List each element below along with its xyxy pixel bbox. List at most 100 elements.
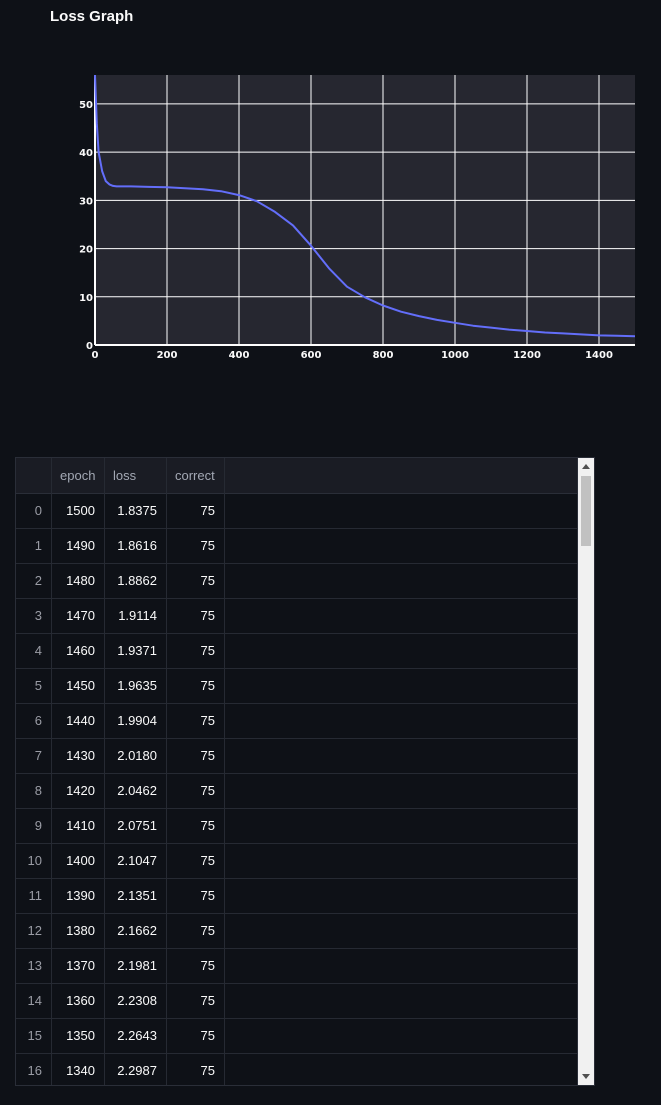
row-index[interactable]: 10 <box>16 843 52 878</box>
cell-epoch[interactable]: 1380 <box>52 913 105 948</box>
table-row[interactable]: 1 1490 1.8616 75 <box>16 528 577 564</box>
table-row[interactable]: 2 1480 1.8862 75 <box>16 563 577 599</box>
table-row[interactable]: 11 1390 2.1351 75 <box>16 878 577 914</box>
cell-epoch[interactable]: 1430 <box>52 738 105 773</box>
loss-chart[interactable]: 0 200 400 600 800 1000 1200 1400 0 10 20 30 40 50 <box>0 0 661 380</box>
cell-correct[interactable]: 75 <box>167 948 225 983</box>
cell-loss[interactable]: 2.1981 <box>105 948 167 983</box>
row-index[interactable]: 4 <box>16 633 52 668</box>
table-row[interactable]: 7 1430 2.0180 75 <box>16 738 577 774</box>
cell-correct[interactable]: 75 <box>167 528 225 563</box>
cell-epoch[interactable]: 1470 <box>52 598 105 633</box>
scroll-up-arrow-icon[interactable] <box>582 464 590 469</box>
cell-epoch[interactable]: 1400 <box>52 843 105 878</box>
table-row[interactable]: 4 1460 1.9371 75 <box>16 633 577 669</box>
cell-loss[interactable]: 2.2987 <box>105 1053 167 1085</box>
cell-loss[interactable]: 2.1047 <box>105 843 167 878</box>
cell-loss[interactable]: 1.9904 <box>105 703 167 738</box>
table-header-row: epoch loss correct <box>16 458 577 494</box>
table-row[interactable]: 3 1470 1.9114 75 <box>16 598 577 634</box>
column-header-correct[interactable]: correct <box>167 458 225 493</box>
x-tick-label: 1200 <box>513 350 541 361</box>
cell-epoch[interactable]: 1410 <box>52 808 105 843</box>
cell-correct[interactable]: 75 <box>167 668 225 703</box>
scroll-down-arrow-icon[interactable] <box>582 1074 590 1079</box>
cell-correct[interactable]: 75 <box>167 563 225 598</box>
cell-correct[interactable]: 75 <box>167 913 225 948</box>
cell-loss[interactable]: 2.2308 <box>105 983 167 1018</box>
table-row[interactable]: 8 1420 2.0462 75 <box>16 773 577 809</box>
cell-epoch[interactable]: 1350 <box>52 1018 105 1053</box>
row-index[interactable]: 14 <box>16 983 52 1018</box>
cell-loss[interactable]: 1.9371 <box>105 633 167 668</box>
cell-loss[interactable]: 1.9635 <box>105 668 167 703</box>
row-index[interactable]: 7 <box>16 738 52 773</box>
dataframe[interactable]: epoch loss correct 0 1500 1.8375 75 1 1490 1.8… <box>15 457 595 1086</box>
table-row[interactable]: 15 1350 2.2643 75 <box>16 1018 577 1054</box>
table-row[interactable]: 10 1400 2.1047 75 <box>16 843 577 879</box>
row-index[interactable]: 12 <box>16 913 52 948</box>
cell-correct[interactable]: 75 <box>167 738 225 773</box>
cell-correct[interactable]: 75 <box>167 1053 225 1085</box>
table-row[interactable]: 12 1380 2.1662 75 <box>16 913 577 949</box>
cell-loss[interactable]: 1.8862 <box>105 563 167 598</box>
row-index[interactable]: 15 <box>16 1018 52 1053</box>
cell-epoch[interactable]: 1390 <box>52 878 105 913</box>
cell-loss[interactable]: 2.1662 <box>105 913 167 948</box>
table-row[interactable]: 0 1500 1.8375 75 <box>16 493 577 529</box>
cell-loss[interactable]: 2.0462 <box>105 773 167 808</box>
cell-correct[interactable]: 75 <box>167 808 225 843</box>
cell-correct[interactable]: 75 <box>167 878 225 913</box>
row-index[interactable]: 13 <box>16 948 52 983</box>
column-header-epoch[interactable]: epoch <box>52 458 105 493</box>
table-row[interactable]: 6 1440 1.9904 75 <box>16 703 577 739</box>
cell-epoch[interactable]: 1480 <box>52 563 105 598</box>
vertical-scrollbar[interactable] <box>578 458 594 1085</box>
cell-correct[interactable]: 75 <box>167 843 225 878</box>
cell-correct[interactable]: 75 <box>167 703 225 738</box>
row-index[interactable]: 1 <box>16 528 52 563</box>
cell-loss[interactable]: 1.8616 <box>105 528 167 563</box>
cell-loss[interactable]: 1.9114 <box>105 598 167 633</box>
row-index[interactable]: 16 <box>16 1053 52 1085</box>
y-tick-label: 20 <box>79 245 93 256</box>
row-index[interactable]: 2 <box>16 563 52 598</box>
table-row[interactable]: 16 1340 2.2987 75 <box>16 1053 577 1085</box>
table-row[interactable]: 5 1450 1.9635 75 <box>16 668 577 704</box>
row-index[interactable]: 5 <box>16 668 52 703</box>
cell-loss[interactable]: 2.0180 <box>105 738 167 773</box>
cell-epoch[interactable]: 1340 <box>52 1053 105 1085</box>
cell-epoch[interactable]: 1370 <box>52 948 105 983</box>
y-tick-label: 50 <box>79 100 93 111</box>
cell-correct[interactable]: 75 <box>167 493 225 528</box>
cell-loss[interactable]: 2.1351 <box>105 878 167 913</box>
index-header[interactable] <box>16 458 52 493</box>
column-header-loss[interactable]: loss <box>105 458 167 493</box>
scroll-thumb[interactable] <box>581 476 591 546</box>
cell-epoch[interactable]: 1450 <box>52 668 105 703</box>
cell-epoch[interactable]: 1360 <box>52 983 105 1018</box>
loss-chart-svg[interactable]: 0 200 400 600 800 1000 1200 1400 0 10 20 30 40 50 <box>0 0 661 380</box>
table-row[interactable]: 13 1370 2.1981 75 <box>16 948 577 984</box>
table-row[interactable]: 9 1410 2.0751 75 <box>16 808 577 844</box>
row-index[interactable]: 11 <box>16 878 52 913</box>
cell-correct[interactable]: 75 <box>167 983 225 1018</box>
cell-epoch[interactable]: 1490 <box>52 528 105 563</box>
cell-epoch[interactable]: 1500 <box>52 493 105 528</box>
row-index[interactable]: 0 <box>16 493 52 528</box>
cell-epoch[interactable]: 1420 <box>52 773 105 808</box>
row-index[interactable]: 8 <box>16 773 52 808</box>
cell-epoch[interactable]: 1460 <box>52 633 105 668</box>
row-index[interactable]: 9 <box>16 808 52 843</box>
cell-loss[interactable]: 2.2643 <box>105 1018 167 1053</box>
row-index[interactable]: 3 <box>16 598 52 633</box>
cell-correct[interactable]: 75 <box>167 1018 225 1053</box>
cell-correct[interactable]: 75 <box>167 633 225 668</box>
row-index[interactable]: 6 <box>16 703 52 738</box>
table-row[interactable]: 14 1360 2.2308 75 <box>16 983 577 1019</box>
cell-loss[interactable]: 1.8375 <box>105 493 167 528</box>
cell-correct[interactable]: 75 <box>167 598 225 633</box>
cell-correct[interactable]: 75 <box>167 773 225 808</box>
cell-loss[interactable]: 2.0751 <box>105 808 167 843</box>
cell-epoch[interactable]: 1440 <box>52 703 105 738</box>
